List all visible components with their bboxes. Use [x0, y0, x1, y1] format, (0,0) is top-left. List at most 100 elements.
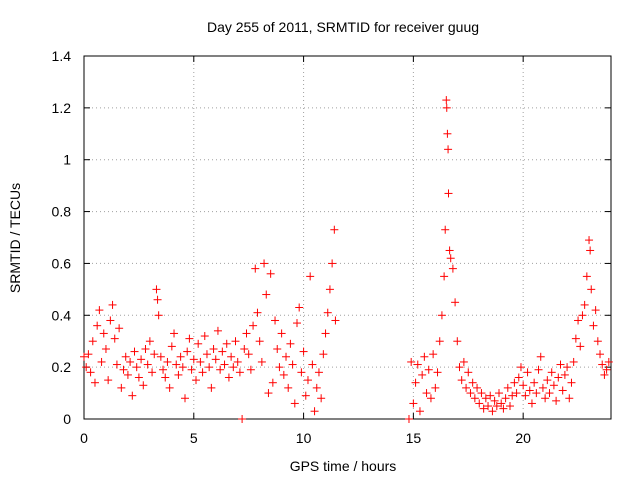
- data-point: [137, 355, 146, 364]
- data-point: [547, 368, 556, 377]
- data-point: [554, 373, 563, 382]
- x-tick-label: 15: [406, 430, 422, 446]
- data-point: [538, 383, 547, 392]
- x-tick-label: 20: [515, 430, 531, 446]
- data-point: [187, 365, 196, 374]
- data-point: [312, 383, 321, 392]
- data-point: [523, 368, 532, 377]
- data-point: [534, 365, 543, 374]
- data-point: [275, 363, 284, 372]
- data-point: [440, 272, 449, 281]
- data-point: [407, 357, 416, 366]
- data-point: [441, 225, 450, 234]
- data-point: [420, 352, 429, 361]
- data-point: [556, 360, 565, 369]
- data-point: [574, 316, 583, 325]
- data-point: [451, 298, 460, 307]
- data-point: [213, 326, 222, 335]
- data-point: [191, 376, 200, 385]
- data-point: [536, 352, 545, 361]
- data-point: [115, 324, 124, 333]
- data-point: [185, 334, 194, 343]
- data-point: [82, 363, 91, 372]
- data-point: [411, 378, 420, 387]
- data-point: [301, 391, 310, 400]
- data-point: [139, 381, 148, 390]
- data-point: [404, 415, 413, 423]
- data-point: [288, 360, 297, 369]
- data-point: [448, 264, 457, 273]
- data-point: [101, 344, 110, 353]
- data-point: [503, 383, 512, 392]
- data-point: [586, 246, 595, 255]
- data-point: [152, 285, 161, 294]
- data-point: [543, 376, 552, 385]
- data-point: [251, 264, 260, 273]
- y-tick-label: 0.8: [52, 204, 72, 220]
- data-point: [156, 352, 165, 361]
- data-point: [495, 389, 504, 398]
- data-point: [505, 402, 514, 411]
- data-point: [299, 347, 308, 356]
- data-point: [521, 391, 530, 400]
- data-point: [486, 391, 495, 400]
- data-point: [172, 360, 181, 369]
- data-point: [253, 308, 262, 317]
- y-tick-label: 1.4: [52, 48, 72, 64]
- data-point: [585, 236, 594, 245]
- data-point: [161, 373, 170, 382]
- data-point: [418, 370, 427, 379]
- data-point: [260, 259, 269, 268]
- data-point: [117, 383, 126, 392]
- data-point: [525, 386, 534, 395]
- data-point: [567, 378, 576, 387]
- data-point: [224, 373, 233, 382]
- data-point: [130, 347, 139, 356]
- data-point: [249, 321, 258, 330]
- data-point: [422, 389, 431, 398]
- data-point: [459, 357, 468, 366]
- data-point: [545, 389, 554, 398]
- data-point: [99, 329, 108, 338]
- data-point: [600, 370, 609, 379]
- data-point: [207, 383, 216, 392]
- data-point: [431, 383, 440, 392]
- data-point: [189, 355, 198, 364]
- data-point: [558, 386, 567, 395]
- data-point: [488, 407, 497, 416]
- data-point: [445, 246, 454, 255]
- data-point: [106, 316, 115, 325]
- data-point: [121, 352, 130, 361]
- data-point: [143, 360, 152, 369]
- data-point: [244, 350, 253, 359]
- data-point: [229, 363, 238, 372]
- data-point: [589, 321, 598, 330]
- data-point: [323, 308, 332, 317]
- data-point: [519, 381, 528, 390]
- data-point: [170, 329, 179, 338]
- data-point: [415, 407, 424, 416]
- data-point: [165, 383, 174, 392]
- data-point: [95, 306, 104, 315]
- data-point: [306, 272, 315, 281]
- data-point: [266, 269, 275, 278]
- x-tick-label: 5: [190, 430, 198, 446]
- data-point: [549, 381, 558, 390]
- data-point: [159, 365, 168, 374]
- data-point: [484, 402, 493, 411]
- data-point: [209, 344, 218, 353]
- data-point: [271, 316, 280, 325]
- data-point: [150, 350, 159, 359]
- data-point: [84, 350, 93, 359]
- data-point: [303, 376, 312, 385]
- x-tick-label: 0: [80, 430, 88, 446]
- data-point: [181, 394, 190, 403]
- data-point: [516, 363, 525, 372]
- data-point: [604, 357, 613, 366]
- data-point: [273, 344, 282, 353]
- data-point: [154, 311, 163, 320]
- data-point: [552, 396, 561, 405]
- data-point: [565, 394, 574, 403]
- data-point: [119, 365, 128, 374]
- data-point: [598, 360, 607, 369]
